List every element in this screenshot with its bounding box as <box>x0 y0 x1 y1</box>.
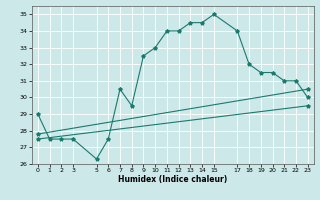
X-axis label: Humidex (Indice chaleur): Humidex (Indice chaleur) <box>118 175 228 184</box>
